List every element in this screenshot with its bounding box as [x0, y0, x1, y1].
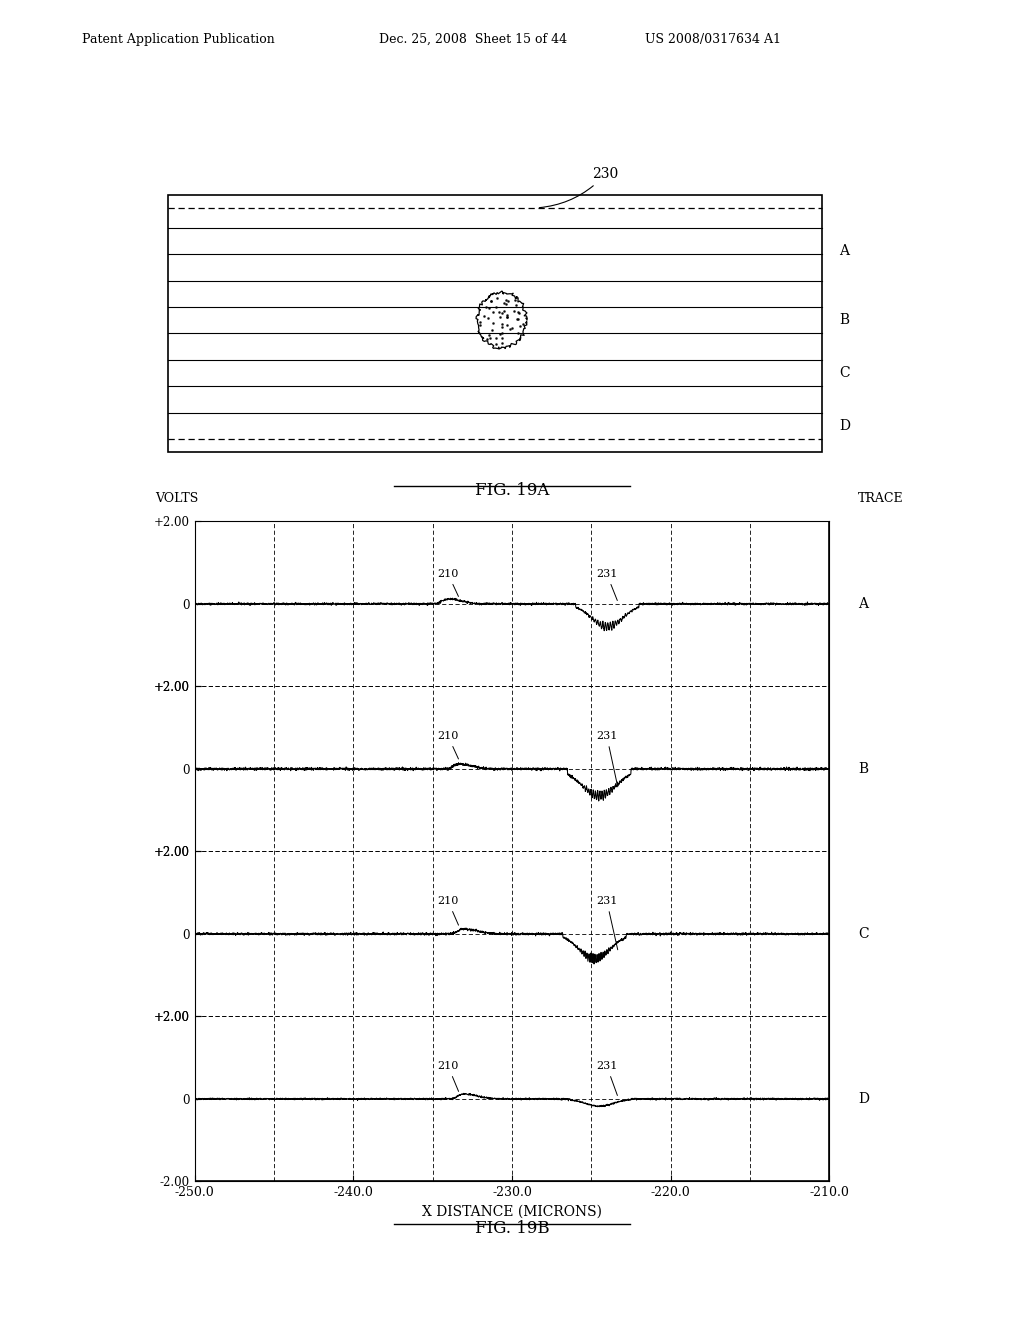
Text: 231: 231 — [596, 1061, 617, 1096]
Text: 231: 231 — [596, 896, 617, 950]
Text: FIG. 19A: FIG. 19A — [475, 482, 549, 499]
Text: C: C — [858, 927, 868, 941]
Text: C: C — [840, 366, 850, 380]
X-axis label: X DISTANCE (MICRONS): X DISTANCE (MICRONS) — [422, 1205, 602, 1218]
Text: 210: 210 — [437, 569, 459, 597]
Text: 231: 231 — [596, 569, 617, 601]
Text: 210: 210 — [437, 896, 459, 925]
Text: D: D — [840, 418, 851, 433]
Text: Patent Application Publication: Patent Application Publication — [82, 33, 274, 46]
Text: A: A — [840, 244, 850, 257]
Text: 231: 231 — [596, 731, 617, 787]
Text: D: D — [858, 1092, 869, 1106]
Text: 210: 210 — [437, 731, 459, 759]
Text: Dec. 25, 2008  Sheet 15 of 44: Dec. 25, 2008 Sheet 15 of 44 — [379, 33, 567, 46]
Text: FIG. 19B: FIG. 19B — [475, 1220, 549, 1237]
Text: VOLTS: VOLTS — [155, 492, 198, 506]
Text: A: A — [858, 597, 868, 611]
Text: US 2008/0317634 A1: US 2008/0317634 A1 — [645, 33, 781, 46]
Text: 230: 230 — [540, 168, 618, 207]
Text: 210: 210 — [437, 1061, 459, 1092]
Text: B: B — [858, 762, 868, 776]
Text: TRACE: TRACE — [858, 492, 903, 506]
Text: B: B — [840, 313, 850, 327]
